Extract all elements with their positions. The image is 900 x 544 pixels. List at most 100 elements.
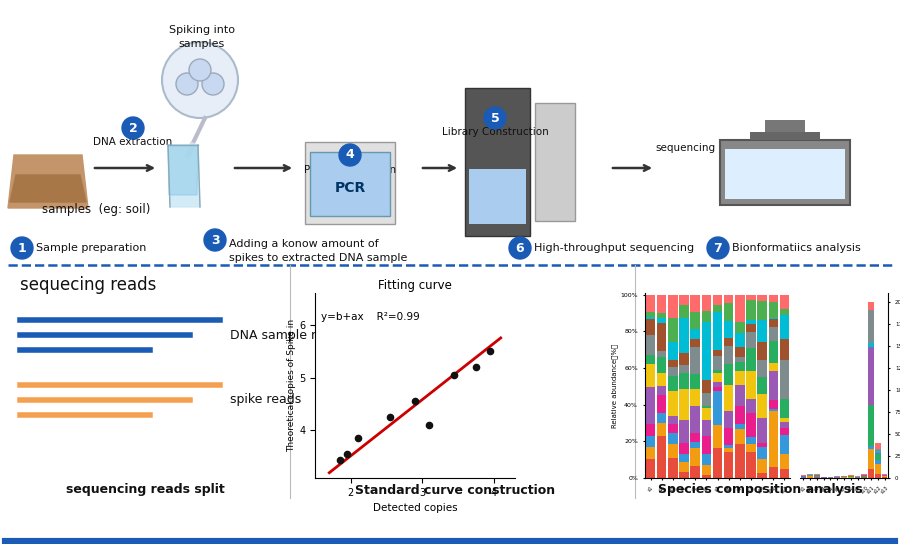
Bar [690, 389, 700, 406]
Bar [668, 424, 678, 434]
Bar [713, 391, 722, 425]
Bar [758, 320, 767, 343]
Bar [779, 399, 789, 418]
Text: Spiking into: Spiking into [169, 25, 235, 35]
Bar [746, 324, 756, 332]
Bar [848, 477, 853, 478]
Bar [868, 302, 874, 310]
Bar [758, 343, 767, 360]
FancyBboxPatch shape [305, 142, 395, 224]
Circle shape [11, 237, 33, 259]
Bar [746, 413, 756, 437]
Bar [814, 477, 820, 478]
Bar [875, 453, 881, 454]
Bar [758, 443, 767, 447]
Bar [4, 540, 896, 544]
Bar [657, 395, 667, 413]
Text: 7: 7 [714, 242, 723, 255]
Bar [668, 342, 678, 361]
Bar [702, 436, 711, 454]
Bar [646, 387, 655, 424]
Bar [657, 295, 667, 313]
Point [408, 397, 422, 406]
Bar [657, 351, 667, 357]
Bar [657, 413, 667, 423]
Bar [713, 373, 722, 381]
Bar [690, 339, 700, 347]
Bar [680, 421, 688, 443]
Circle shape [122, 117, 144, 139]
Bar [779, 309, 789, 315]
Text: sequencing reads split: sequencing reads split [66, 484, 224, 497]
Bar [861, 475, 868, 477]
Bar [769, 318, 778, 319]
Text: 5: 5 [491, 112, 500, 125]
Point [422, 421, 436, 430]
Bar [680, 353, 688, 366]
Bar [668, 318, 678, 342]
Bar [779, 422, 789, 428]
Bar [769, 363, 778, 371]
Bar [646, 459, 655, 478]
Bar [746, 444, 756, 452]
Bar [724, 448, 733, 452]
Bar [657, 323, 667, 351]
Bar [735, 385, 744, 406]
Bar [769, 467, 778, 478]
Bar [668, 434, 678, 444]
Bar [746, 437, 756, 444]
Circle shape [176, 73, 198, 95]
Bar [769, 409, 778, 411]
Bar [746, 372, 756, 399]
Bar [724, 411, 733, 428]
Text: Adding a konow amount of: Adding a konow amount of [229, 239, 379, 249]
Polygon shape [10, 175, 86, 202]
Bar [713, 350, 722, 356]
Bar [875, 454, 881, 460]
Bar [750, 132, 820, 140]
Bar [702, 475, 711, 478]
Bar [769, 295, 778, 302]
Bar [868, 343, 874, 348]
Bar [680, 295, 688, 305]
Bar [657, 318, 667, 323]
Text: 2: 2 [129, 121, 138, 134]
Bar [724, 338, 733, 346]
Bar [690, 442, 700, 448]
Bar [690, 347, 700, 374]
Bar [680, 454, 688, 462]
Bar [724, 364, 733, 385]
Bar [668, 416, 678, 424]
Bar [680, 305, 688, 318]
Bar [735, 333, 744, 347]
Polygon shape [168, 145, 198, 195]
Text: sequencing: sequencing [655, 143, 716, 153]
Point [447, 370, 462, 379]
Bar [875, 448, 881, 452]
Bar [724, 452, 733, 478]
FancyBboxPatch shape [720, 140, 850, 205]
Text: samples: samples [179, 39, 225, 49]
Bar [875, 460, 881, 465]
Bar [713, 448, 722, 478]
Bar [735, 357, 744, 362]
Bar [769, 319, 778, 327]
Bar [868, 446, 874, 449]
Bar [800, 477, 806, 478]
Text: samples  (eg: soil): samples (eg: soil) [42, 203, 150, 217]
Circle shape [707, 237, 729, 259]
Point [333, 455, 347, 464]
FancyBboxPatch shape [535, 103, 575, 221]
FancyBboxPatch shape [469, 169, 526, 224]
Point [382, 413, 397, 422]
Bar [779, 315, 789, 339]
Bar [680, 462, 688, 472]
Bar [724, 295, 733, 302]
Bar [702, 454, 711, 465]
Bar [680, 318, 688, 353]
Bar [779, 360, 789, 399]
Bar [646, 447, 655, 459]
Bar [758, 295, 767, 301]
Bar [746, 332, 756, 348]
Bar [779, 339, 789, 360]
